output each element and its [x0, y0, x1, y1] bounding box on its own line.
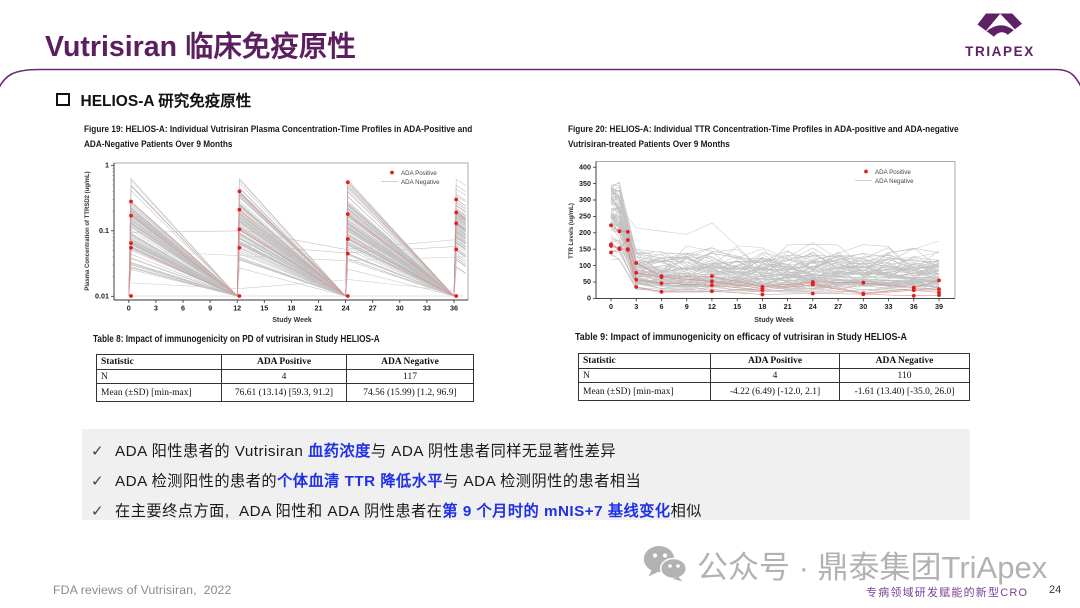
svg-text:24: 24: [809, 302, 817, 311]
svg-text:18: 18: [758, 302, 766, 311]
svg-text:6: 6: [181, 304, 185, 313]
svg-text:30: 30: [859, 302, 867, 311]
svg-text:ADA Negative: ADA Negative: [875, 178, 914, 185]
svg-text:12: 12: [233, 304, 241, 313]
svg-text:12: 12: [708, 302, 716, 311]
svg-text:50: 50: [583, 277, 591, 286]
svg-text:300: 300: [579, 195, 591, 204]
svg-text:9: 9: [685, 302, 689, 311]
svg-text:36: 36: [450, 304, 458, 313]
svg-text:250: 250: [579, 212, 591, 221]
svg-text:9: 9: [208, 304, 212, 313]
svg-text:18: 18: [287, 304, 295, 313]
svg-text:0: 0: [609, 302, 613, 311]
svg-text:TTR Levels (ug/mL): TTR Levels (ug/mL): [569, 203, 575, 259]
svg-text:Study Week: Study Week: [272, 317, 312, 324]
svg-text:27: 27: [369, 304, 377, 313]
svg-text:3: 3: [154, 304, 158, 313]
svg-text:15: 15: [733, 302, 741, 311]
svg-text:1: 1: [105, 161, 109, 170]
svg-text:0: 0: [127, 304, 131, 313]
svg-text:350: 350: [579, 179, 591, 188]
svg-text:36: 36: [910, 302, 918, 311]
svg-text:150: 150: [579, 244, 591, 253]
svg-text:100: 100: [579, 261, 591, 270]
svg-text:33: 33: [423, 304, 431, 313]
svg-text:ADA Positive: ADA Positive: [875, 169, 911, 176]
svg-text:ADA Positive: ADA Positive: [401, 170, 437, 177]
svg-text:0.1: 0.1: [99, 226, 109, 235]
svg-text:0.01: 0.01: [95, 292, 109, 301]
svg-text:39: 39: [935, 302, 943, 311]
svg-text:ADA Negative: ADA Negative: [401, 179, 440, 186]
svg-text:6: 6: [660, 302, 664, 311]
svg-text:Study Week: Study Week: [754, 317, 794, 324]
svg-text:400: 400: [579, 162, 591, 171]
svg-text:15: 15: [260, 304, 268, 313]
svg-text:30: 30: [396, 304, 404, 313]
svg-text:Plasma Concentration of TTRSD2: Plasma Concentration of TTRSD2 (ug/mL): [85, 171, 91, 290]
svg-text:3: 3: [634, 302, 638, 311]
svg-text:33: 33: [885, 302, 893, 311]
svg-text:0: 0: [587, 294, 591, 303]
svg-text:27: 27: [834, 302, 842, 311]
svg-text:21: 21: [784, 302, 792, 311]
svg-text:200: 200: [579, 228, 591, 237]
svg-text:24: 24: [342, 304, 350, 313]
svg-text:21: 21: [315, 304, 323, 313]
